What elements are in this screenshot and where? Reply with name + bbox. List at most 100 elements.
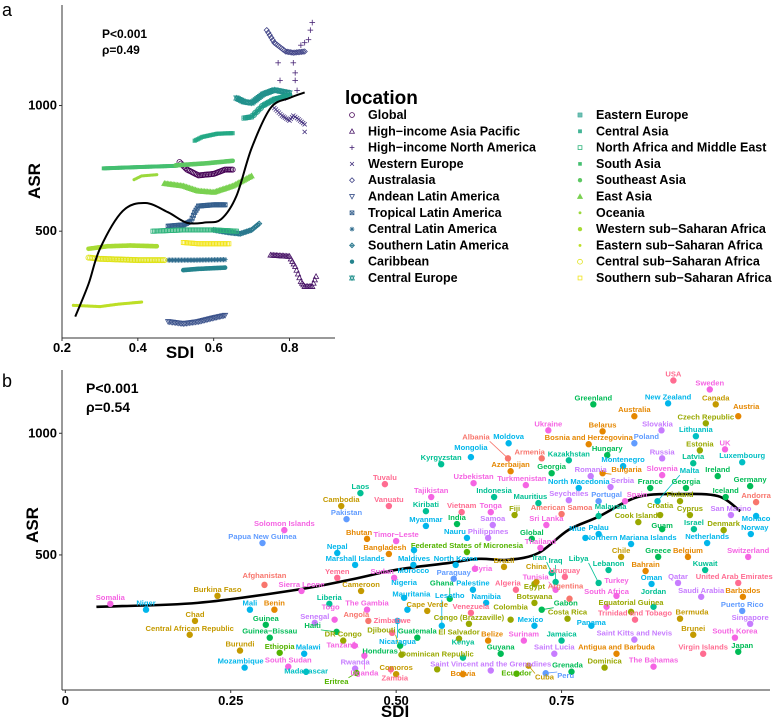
data-point bbox=[292, 78, 298, 84]
country-label: Brunei bbox=[681, 624, 705, 633]
marker-shape bbox=[190, 228, 194, 232]
country-label: Belize bbox=[481, 630, 503, 639]
marker-shape bbox=[578, 178, 582, 182]
marker-shape bbox=[193, 228, 197, 232]
country-label: Spain bbox=[627, 490, 648, 499]
marker-shape bbox=[198, 242, 202, 246]
marker-shape bbox=[181, 228, 185, 232]
country-label: Ireland bbox=[705, 465, 730, 474]
country-label: Tonga bbox=[480, 501, 503, 510]
data-point bbox=[212, 242, 216, 246]
legend-item: Tropical Latin America bbox=[350, 206, 503, 220]
legend-marker-icon bbox=[350, 227, 355, 232]
legend-item: Central Europe bbox=[350, 271, 458, 285]
legend-marker-icon bbox=[578, 129, 582, 133]
country-label: DR Congo bbox=[325, 630, 362, 639]
data-point bbox=[195, 228, 199, 232]
country-label: Bolivia bbox=[451, 669, 477, 678]
x-tick-label: 0.6 bbox=[205, 340, 223, 355]
data-point bbox=[292, 70, 298, 76]
country-label: Fiji bbox=[509, 504, 520, 513]
country-label: Palestine bbox=[456, 579, 489, 588]
country-label: Mauritania bbox=[392, 590, 431, 599]
country-label: Jordan bbox=[641, 587, 667, 596]
data-point bbox=[196, 228, 200, 232]
country-label: South Africa bbox=[584, 587, 630, 596]
country-label: Mozambique bbox=[218, 657, 264, 666]
country-label: Bangladesh bbox=[363, 543, 406, 552]
legend-item: Andean Latin America bbox=[350, 190, 501, 204]
country-label: Senegal bbox=[300, 612, 329, 621]
marker-shape bbox=[159, 229, 163, 233]
country-label: Algeria bbox=[495, 579, 522, 588]
country-label: Saint Vincent and the Grenadines bbox=[430, 660, 551, 669]
marker-shape bbox=[210, 242, 214, 246]
country-label: Maldives bbox=[398, 554, 430, 563]
country-label: Burkina Faso bbox=[193, 585, 241, 594]
marker-shape bbox=[183, 228, 187, 232]
series-18 bbox=[86, 243, 159, 251]
y-tick-label: 500 bbox=[35, 223, 57, 238]
country-label: Israel bbox=[684, 518, 704, 527]
country-label: Madagascar bbox=[284, 667, 328, 676]
country-label: Ghana bbox=[430, 579, 454, 588]
x-axis-title: SDI bbox=[381, 702, 409, 721]
marker-shape bbox=[350, 129, 355, 133]
data-point bbox=[198, 242, 202, 246]
legend-label: Eastern Europe bbox=[596, 108, 688, 122]
country-label: South Korea bbox=[712, 627, 758, 636]
series-12 bbox=[193, 131, 235, 143]
country-label: Vietnam bbox=[447, 501, 477, 510]
legend-marker-icon bbox=[350, 145, 355, 150]
marker-shape bbox=[313, 274, 318, 279]
country-label: Djibouti bbox=[367, 626, 395, 635]
legend-label: Global bbox=[368, 108, 407, 122]
country-label: Libya bbox=[569, 554, 590, 563]
data-point bbox=[178, 228, 182, 232]
country-label: Saint Kitts and Nevis bbox=[597, 629, 673, 638]
marker-shape bbox=[198, 228, 202, 232]
legend-item: High−income Asia Pacific bbox=[350, 124, 520, 138]
country-label: Nauru bbox=[444, 527, 466, 536]
data-point bbox=[303, 122, 307, 126]
legend-item: Australasia bbox=[350, 173, 437, 187]
leader-line bbox=[490, 441, 508, 458]
country-label: Cape Verde bbox=[407, 600, 448, 609]
marker-shape bbox=[163, 229, 167, 233]
country-label: Romania bbox=[575, 465, 608, 474]
series-17 bbox=[132, 173, 158, 181]
country-label: Malaysia bbox=[595, 502, 627, 511]
country-label: Azerbaijan bbox=[491, 460, 530, 469]
country-label: Guinea−Bissau bbox=[242, 627, 297, 636]
country-label: Zimbabwe bbox=[374, 616, 411, 625]
country-label: Namibia bbox=[471, 592, 501, 601]
data-point bbox=[165, 229, 169, 233]
marker-shape bbox=[218, 242, 222, 246]
data-point bbox=[186, 228, 190, 232]
marker-shape bbox=[160, 229, 164, 233]
marker-shape bbox=[225, 242, 229, 246]
data-point bbox=[290, 60, 296, 66]
data-point bbox=[202, 228, 206, 232]
legend-item: Eastern sub−Saharan Africa bbox=[579, 238, 764, 252]
country-label: Vanuatu bbox=[374, 495, 404, 504]
country-label: Australia bbox=[618, 405, 651, 414]
country-label: Barbados bbox=[725, 586, 760, 595]
country-label: Angola bbox=[343, 610, 370, 619]
data-point bbox=[202, 242, 206, 246]
data-point bbox=[298, 42, 304, 48]
annotation-p-value: P<0.001 bbox=[86, 380, 139, 396]
data-point bbox=[177, 228, 181, 232]
marker-shape bbox=[204, 228, 208, 232]
legend-label: Western Europe bbox=[368, 157, 464, 171]
country-label: Denmark bbox=[707, 519, 740, 528]
country-label: Belarus bbox=[589, 420, 617, 429]
country-label: Hungary bbox=[592, 444, 624, 453]
country-label: Mongolia bbox=[454, 443, 488, 452]
country-label: North Korea bbox=[434, 554, 479, 563]
country-label: Iraq bbox=[549, 556, 563, 565]
data-point bbox=[223, 265, 228, 270]
legend-marker-icon bbox=[350, 162, 354, 166]
data-point bbox=[303, 130, 307, 134]
legend-marker-icon bbox=[578, 162, 582, 166]
